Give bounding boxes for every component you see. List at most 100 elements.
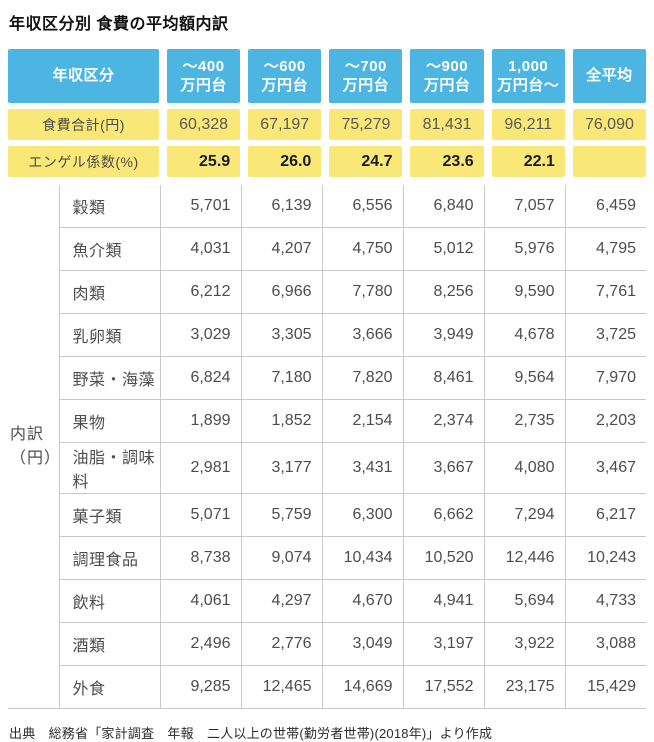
- header-cell-under-700: ～700 万円台: [329, 49, 403, 103]
- header-cell-income-bracket: 年収区分: [8, 49, 159, 103]
- category-label: 魚介類: [58, 227, 161, 271]
- category-label: 飲料: [58, 579, 161, 623]
- value-cell: 2,203: [564, 399, 646, 443]
- table-row: 酒類 2,496 2,776 3,049 3,197 3,922 3,088: [8, 622, 646, 666]
- table-row: 飲料 4,061 4,297 4,670 4,941 5,694 4,733: [8, 579, 646, 623]
- value-cell: 14,669: [321, 665, 404, 709]
- value-cell: 6,840: [402, 185, 485, 228]
- category-label: 果物: [58, 399, 161, 443]
- value-cell: 1,899: [159, 399, 242, 443]
- value-cell: 4,080: [483, 442, 566, 494]
- value-cell: 2,735: [483, 399, 566, 443]
- category-label: 肉類: [58, 270, 161, 314]
- value-cell: 7,294: [483, 493, 566, 537]
- food-total-row-label: 食費合計(円): [8, 109, 159, 140]
- category-label: 調理食品: [58, 536, 161, 580]
- value-cell: 9,285: [159, 665, 242, 709]
- value-cell: 5,976: [483, 227, 566, 271]
- value-cell: 2,154: [321, 399, 404, 443]
- value-cell: 6,459: [564, 185, 646, 228]
- table-row: 乳卵類 3,029 3,305 3,666 3,949 4,678 3,725: [8, 313, 646, 357]
- value-cell: 8,738: [159, 536, 242, 580]
- value-cell: 12,465: [240, 665, 323, 709]
- header-cell-over-1000: 1,000 万円台～: [491, 49, 565, 103]
- value-cell: 7,057: [483, 185, 566, 228]
- value-cell: 3,666: [321, 313, 404, 357]
- value-cell: 6,212: [159, 270, 242, 314]
- income-bracket-header-grid: 年収区分 ～400 万円台 ～600 万円台 ～700 万円台 ～900 万円台…: [8, 49, 646, 177]
- value-cell: 7,761: [564, 270, 646, 314]
- value-cell: 17,552: [402, 665, 485, 709]
- engel-coefficient-value: 24.7: [329, 146, 403, 177]
- engel-coefficient-value: 26.0: [248, 146, 322, 177]
- engel-coefficient-value: 25.9: [167, 146, 241, 177]
- table-row: 内訳 （円） 穀類 5,701 6,139 6,556 6,840 7,057 …: [8, 185, 646, 709]
- value-cell: 10,243: [564, 536, 646, 580]
- header-cell-overall-average: 全平均: [572, 49, 646, 103]
- value-cell: 10,520: [402, 536, 485, 580]
- value-cell: 6,217: [564, 493, 646, 537]
- value-cell: 4,795: [564, 227, 646, 271]
- table-row: 調理食品 8,738 9,074 10,434 10,520 12,446 10…: [8, 536, 646, 580]
- header-cell-under-400: ～400 万円台: [167, 49, 241, 103]
- food-total-value: 67,197: [248, 109, 322, 140]
- value-cell: 4,031: [159, 227, 242, 271]
- value-cell: 4,670: [321, 579, 404, 623]
- table-row: 油脂・調味料 2,981 3,177 3,431 3,667 4,080 3,4…: [8, 442, 646, 494]
- category-label: 外食: [58, 665, 161, 709]
- value-cell: 9,564: [483, 356, 566, 400]
- value-cell: 3,177: [240, 442, 323, 494]
- value-cell: 6,139: [240, 185, 323, 228]
- value-cell: 5,759: [240, 493, 323, 537]
- value-cell: 8,256: [402, 270, 485, 314]
- value-cell: 8,461: [402, 356, 485, 400]
- value-cell: 23,175: [483, 665, 566, 709]
- value-cell: 1,852: [240, 399, 323, 443]
- engel-coefficient-value-empty: [572, 146, 646, 177]
- breakdown-table: 内訳 （円） 穀類 5,701 6,139 6,556 6,840 7,057 …: [8, 185, 646, 709]
- food-total-value: 60,328: [167, 109, 241, 140]
- value-cell: 3,467: [564, 442, 646, 494]
- value-cell: 4,750: [321, 227, 404, 271]
- value-cell: 5,694: [483, 579, 566, 623]
- value-cell: 3,725: [564, 313, 646, 357]
- value-cell: 12,446: [483, 536, 566, 580]
- food-total-value: 96,211: [491, 109, 565, 140]
- value-cell: 2,374: [402, 399, 485, 443]
- value-cell: 2,776: [240, 622, 323, 666]
- value-cell: 2,496: [159, 622, 242, 666]
- category-label: 菓子類: [58, 493, 161, 537]
- value-cell: 4,297: [240, 579, 323, 623]
- category-label: 穀類: [58, 185, 161, 228]
- value-cell: 3,922: [483, 622, 566, 666]
- value-cell: 7,780: [321, 270, 404, 314]
- value-cell: 2,981: [159, 442, 242, 494]
- table-row: 果物 1,899 1,852 2,154 2,374 2,735 2,203: [8, 399, 646, 443]
- header-cell-under-600: ～600 万円台: [248, 49, 322, 103]
- value-cell: 3,667: [402, 442, 485, 494]
- value-cell: 10,434: [321, 536, 404, 580]
- value-cell: 4,061: [159, 579, 242, 623]
- value-cell: 3,431: [321, 442, 404, 494]
- value-cell: 7,820: [321, 356, 404, 400]
- value-cell: 3,305: [240, 313, 323, 357]
- value-cell: 5,012: [402, 227, 485, 271]
- category-label: 野菜・海藻: [58, 356, 161, 400]
- food-total-value: 75,279: [329, 109, 403, 140]
- category-label: 酒類: [58, 622, 161, 666]
- value-cell: 4,207: [240, 227, 323, 271]
- table-row: 肉類 6,212 6,966 7,780 8,256 9,590 7,761: [8, 270, 646, 314]
- table-row: 菓子類 5,071 5,759 6,300 6,662 7,294 6,217: [8, 493, 646, 537]
- value-cell: 3,049: [321, 622, 404, 666]
- engel-coefficient-value: 23.6: [410, 146, 484, 177]
- category-label: 油脂・調味料: [58, 442, 161, 494]
- value-cell: 5,701: [159, 185, 242, 228]
- value-cell: 3,029: [159, 313, 242, 357]
- engel-coefficient-value: 22.1: [491, 146, 565, 177]
- value-cell: 6,300: [321, 493, 404, 537]
- value-cell: 9,590: [483, 270, 566, 314]
- value-cell: 6,966: [240, 270, 323, 314]
- page-title: 年収区分別 食費の平均額内訳: [9, 16, 229, 33]
- food-total-value: 76,090: [572, 109, 646, 140]
